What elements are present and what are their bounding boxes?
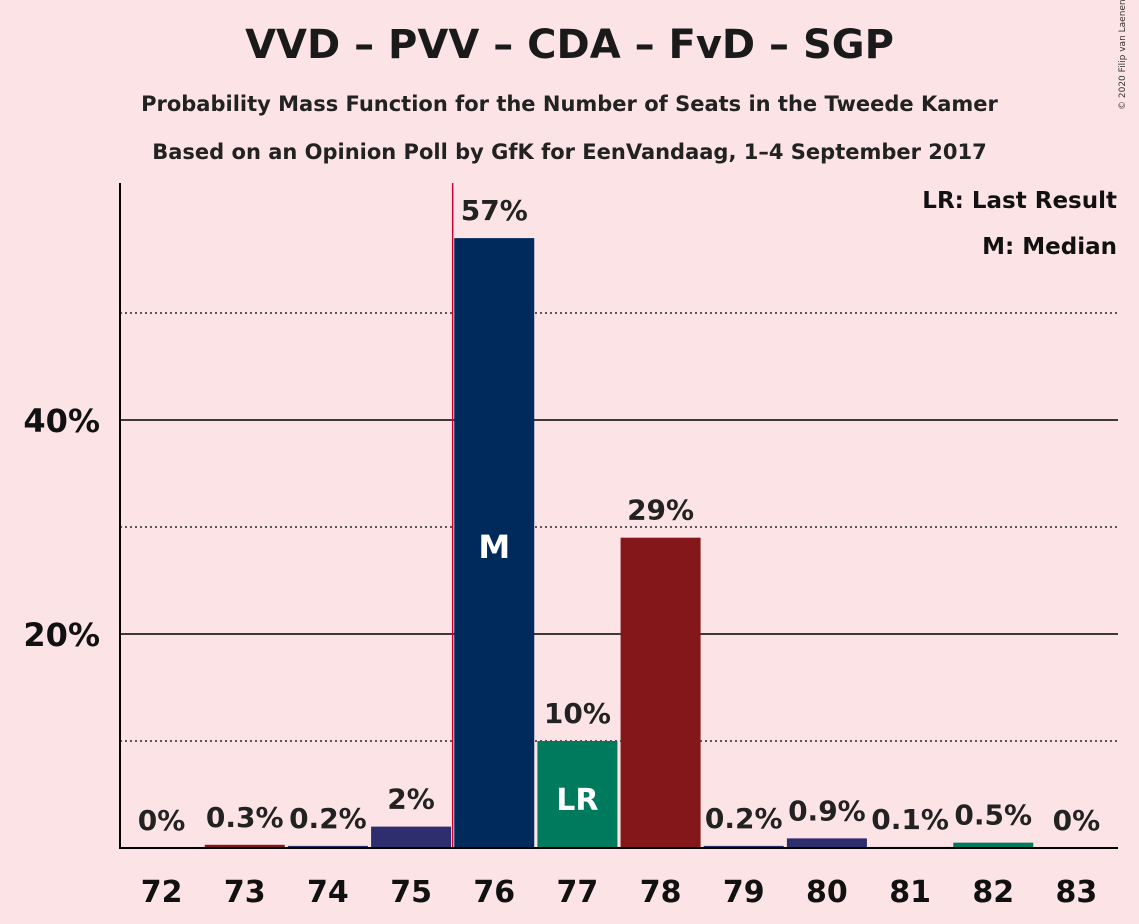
chart-title: VVD – PVV – CDA – FvD – SGP	[245, 22, 894, 68]
value-label-80: 0.9%	[788, 794, 866, 827]
x-tick-label: 74	[307, 875, 349, 910]
y-tick-label: 40%	[23, 402, 100, 440]
x-tick-label: 83	[1056, 875, 1098, 910]
value-label-82: 0.5%	[954, 799, 1032, 832]
value-label-76: 57%	[461, 194, 528, 227]
y-tick-label: 20%	[23, 616, 100, 654]
axes: 20% 40% 72 73 74 75 76 77 78 79 80 81 82 83	[23, 183, 1118, 910]
value-label-83: 0%	[1053, 804, 1101, 837]
x-tick-label: 79	[723, 875, 765, 910]
x-tick-label: 77	[557, 875, 599, 910]
gridlines	[120, 312, 1118, 742]
last-result-marker: LR	[556, 783, 598, 818]
bar-77	[537, 741, 618, 848]
legend-median: M: Median	[982, 234, 1117, 260]
x-tick-label: 81	[889, 875, 931, 910]
value-label-72: 0%	[138, 804, 186, 837]
value-label-75: 2%	[387, 783, 435, 816]
x-tick-label: 80	[806, 875, 848, 910]
value-label-74: 0.2%	[289, 802, 367, 835]
bar-80	[786, 838, 867, 848]
bar-73	[204, 844, 285, 848]
x-tick-label: 75	[390, 875, 432, 910]
median-marker: M	[478, 528, 510, 566]
bar-82	[953, 842, 1034, 848]
value-label-77: 10%	[544, 697, 611, 730]
value-label-79: 0.2%	[705, 802, 783, 835]
bar-74	[287, 845, 368, 848]
value-label-78: 29%	[627, 494, 694, 527]
x-tick-label: 82	[972, 875, 1014, 910]
legend-last-result: LR: Last Result	[922, 188, 1117, 214]
bar-78	[620, 537, 701, 848]
chart-source: Based on an Opinion Poll by GfK for EenV…	[152, 140, 987, 164]
bar-75	[371, 826, 452, 848]
value-label-73: 0.3%	[206, 801, 284, 834]
bar-76	[454, 238, 535, 849]
x-tick-label: 78	[640, 875, 682, 910]
chart-subtitle: Probability Mass Function for the Number…	[141, 92, 998, 116]
bar-79	[703, 845, 784, 848]
x-tick-label: 72	[141, 875, 183, 910]
bars	[204, 238, 1034, 849]
x-tick-label: 73	[224, 875, 266, 910]
value-label-81: 0.1%	[871, 803, 949, 836]
x-tick-label: 76	[473, 875, 515, 910]
